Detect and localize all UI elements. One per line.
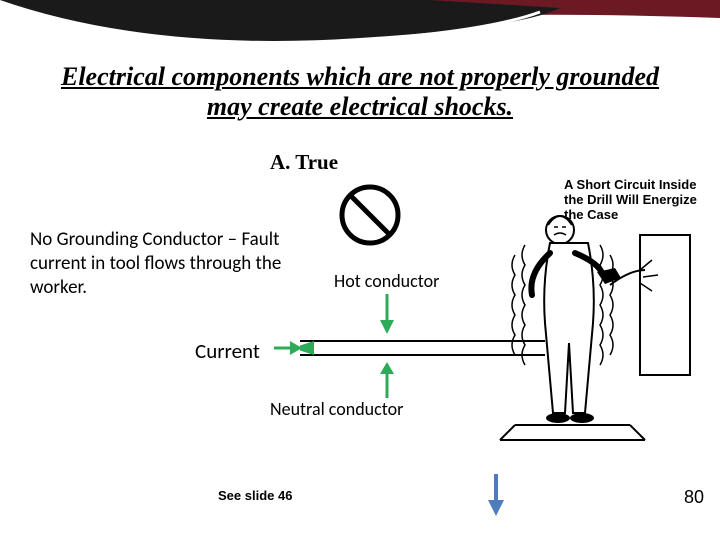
answer-text: A. True — [270, 150, 338, 175]
current-arrow-icon — [274, 338, 302, 358]
neutral-arrow-icon — [378, 362, 396, 398]
hot-arrow-icon — [378, 294, 396, 334]
shock-illustration — [300, 175, 710, 455]
see-slide-ref: See slide 46 — [218, 488, 292, 503]
page-number: 80 — [684, 487, 704, 508]
header-swoosh — [0, 0, 720, 60]
explanation-text: No Grounding Conductor – Fault current i… — [30, 228, 300, 299]
slide-title: Electrical components which are not prop… — [40, 62, 680, 122]
ground-arrow-icon — [486, 474, 506, 516]
current-label: Current — [195, 338, 260, 364]
